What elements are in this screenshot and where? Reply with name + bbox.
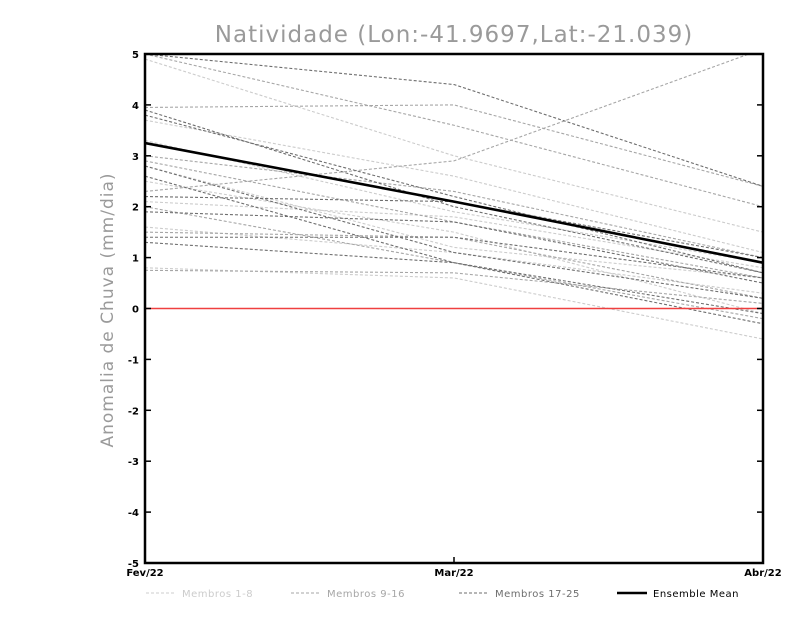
legend-label: Membros 9-16 [327,589,405,600]
y-tick-label: -1 [128,355,139,366]
legend-label: Membros 17-25 [495,589,580,600]
y-tick-label: -2 [128,406,139,417]
y-axis-ticks: 5 4 3 2 1 0 -1 -2 -3 -4 -5 [128,50,763,570]
member-line-g2-3 [145,54,763,208]
y-tick-label: -5 [128,559,139,570]
series-group [145,54,763,340]
member-line-g3-7 [145,165,763,299]
y-tick-label: 1 [132,254,139,265]
member-line-g2-6 [145,155,763,259]
member-line-g1-6 [145,267,763,340]
y-tick-label: -3 [128,457,139,468]
y-tick-label: 4 [132,101,139,112]
y-tick-label: 2 [132,203,139,214]
member-line-g1-2 [145,119,763,254]
y-tick-label: 0 [132,305,139,316]
x-axis-ticks: Fev/22 Mar/22 Abr/22 [126,557,782,579]
plot-area [143,52,765,565]
legend: Membros 1-8 Membros 9-16 Membros 17-25 Ense… [146,589,739,600]
member-line-g1-1 [145,58,763,233]
member-line-g1-3 [145,165,763,279]
member-line-g3-3 [145,175,763,325]
member-line-g3-4 [145,236,763,279]
x-tick-label: Mar/22 [434,568,473,579]
y-tick-label: 5 [132,50,139,61]
member-line-g3-8 [145,109,763,274]
x-tick-label: Fev/22 [126,568,163,579]
member-line-g3-1 [145,54,763,187]
legend-label: Membros 1-8 [182,589,253,600]
member-line-g2-8 [145,269,763,304]
y-tick-label: -4 [128,508,139,519]
y-tick-label: 3 [132,152,139,163]
member-line-g2-1 [145,104,763,187]
member-line-g2-2 [145,54,751,192]
member-line-g1-8 [145,180,763,315]
legend-label: Ensemble Mean [653,589,739,600]
chart-title: Natividade (Lon:-41.9697,Lat:-21.039) [215,22,693,48]
member-line-g2-4 [145,160,763,279]
ensemble-mean-line [145,141,763,264]
member-line-g1-7 [145,139,763,264]
y-axis-label: Anomalia de Chuva (mm/dia) [98,172,118,447]
x-tick-label: Abr/22 [744,568,781,579]
